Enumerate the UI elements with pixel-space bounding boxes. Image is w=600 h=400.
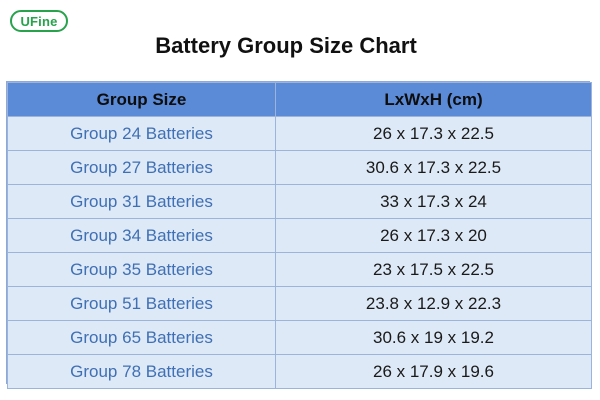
group-size-cell: Group 78 Batteries [7,354,276,389]
dimensions-cell: 23.8 x 12.9 x 22.3 [275,286,592,321]
table-row: Group 34 Batteries 26 x 17.3 x 20 [7,218,592,253]
column-header-group-size: Group Size [7,82,276,117]
dimensions-cell: 30.6 x 17.3 x 22.5 [275,150,592,185]
group-size-cell: Group 65 Batteries [7,320,276,355]
group-size-cell: Group 35 Batteries [7,252,276,287]
battery-size-table: Group Size LxWxH (cm) Group 24 Batteries… [6,81,592,389]
page-title: Battery Group Size Chart [155,33,417,58]
dimensions-cell: 26 x 17.9 x 19.6 [275,354,592,389]
group-size-cell: Group 31 Batteries [7,184,276,219]
group-size-cell: Group 24 Batteries [7,116,276,151]
table-row: Group 78 Batteries 26 x 17.9 x 19.6 [7,354,592,389]
table-row: Group 51 Batteries 23.8 x 12.9 x 22.3 [7,286,592,321]
table-row: Group 27 Batteries 30.6 x 17.3 x 22.5 [7,150,592,185]
dimensions-cell: 26 x 17.3 x 22.5 [275,116,592,151]
table-row: Group 31 Batteries 33 x 17.3 x 24 [7,184,592,219]
dimensions-cell: 26 x 17.3 x 20 [275,218,592,253]
brand-logo: UFine [10,10,68,32]
table-row: Group 65 Batteries 30.6 x 19 x 19.2 [7,320,592,355]
column-header-dimensions: LxWxH (cm) [275,82,592,117]
group-size-cell: Group 51 Batteries [7,286,276,321]
dimensions-cell: 33 x 17.3 x 24 [275,184,592,219]
table-row: Group 35 Batteries 23 x 17.5 x 22.5 [7,252,592,287]
table-row: Group 24 Batteries 26 x 17.3 x 22.5 [7,116,592,151]
brand-logo-text: UFine [20,13,58,29]
dimensions-cell: 23 x 17.5 x 22.5 [275,252,592,287]
table-header-row: Group Size LxWxH (cm) [7,82,592,117]
group-size-cell: Group 27 Batteries [7,150,276,185]
group-size-cell: Group 34 Batteries [7,218,276,253]
dimensions-cell: 30.6 x 19 x 19.2 [275,320,592,355]
